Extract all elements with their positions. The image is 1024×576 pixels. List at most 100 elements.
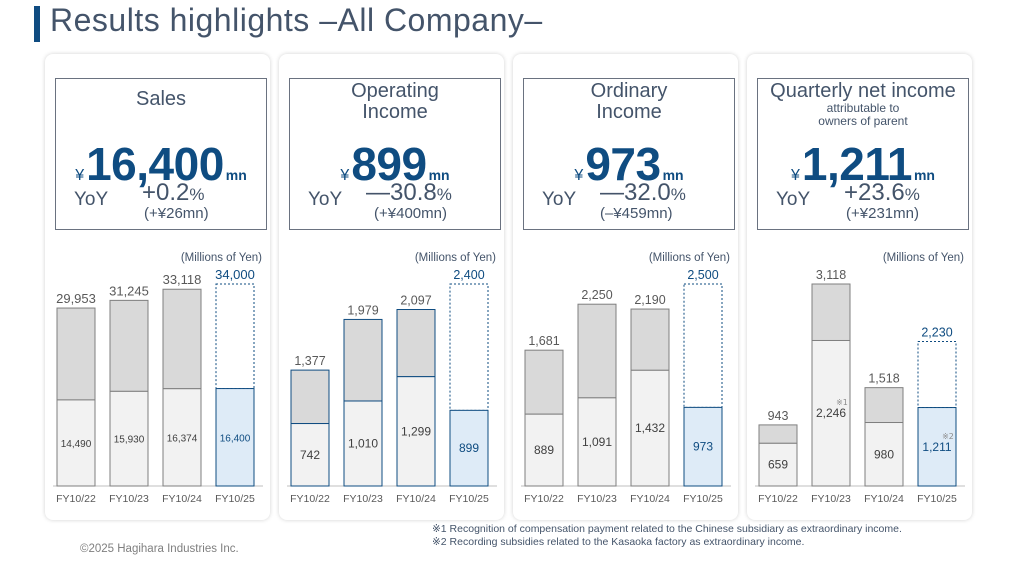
yoy-label: YoY xyxy=(308,189,343,210)
total-value-label: 943 xyxy=(768,409,789,423)
yoy-percent: —32.0% xyxy=(600,179,686,207)
yoy-label: YoY xyxy=(542,189,577,210)
kpi-unit: mn xyxy=(913,167,935,183)
kpi-box: Quarterly net income attributable to owner… xyxy=(757,78,969,230)
yoy-percent-sign: % xyxy=(189,185,205,204)
full-year-bar xyxy=(917,341,957,409)
title-accent-bar xyxy=(34,6,40,42)
ytd-bar xyxy=(449,409,489,487)
kpi-heading: Ordinary Income xyxy=(524,81,734,123)
yoy-percent: —30.8% xyxy=(366,179,452,207)
kpi-value: ¥16,400 mn xyxy=(56,137,266,191)
ytd-value-label: 973 xyxy=(693,440,713,454)
yoy-percent-sign: % xyxy=(670,185,686,204)
full-year-bar xyxy=(811,283,851,341)
yoy-percent-value: —30.8 xyxy=(366,179,437,206)
kpi-title-line: Ordinary xyxy=(590,80,668,102)
kpi-heading: Quarterly net income attributable to owner… xyxy=(758,81,968,128)
currency-symbol: ¥ xyxy=(791,167,800,184)
yoy-percent-value: +0.2 xyxy=(142,179,190,206)
ytd-bar xyxy=(864,422,904,487)
ytd-bar xyxy=(811,339,851,487)
category-label: FY10/24 xyxy=(162,493,202,505)
full-year-bar xyxy=(864,387,904,424)
footnote-marker: ※1 xyxy=(836,398,848,407)
category-label: FY10/25 xyxy=(917,493,957,505)
category-label: FY10/25 xyxy=(683,493,723,505)
ytd-bar xyxy=(758,442,798,487)
total-value-label: 1,518 xyxy=(868,372,899,386)
ytd-bar xyxy=(343,400,383,487)
ytd-bar xyxy=(917,407,957,487)
yoy-percent: +23.6% xyxy=(844,179,920,207)
ytd-value-label: 659 xyxy=(768,458,788,472)
kpi-number: 899 xyxy=(351,138,427,190)
bar-chart: 1,377 742 FY10/22 1,979 1,010 FY10/23 2,097 1,2… xyxy=(287,268,497,505)
full-year-bar xyxy=(109,299,149,392)
kpi-number: 16,400 xyxy=(86,138,224,190)
ytd-bar xyxy=(56,399,96,487)
kpi-value: ¥1,211 mn xyxy=(758,137,968,191)
full-year-bar xyxy=(524,349,564,415)
ytd-value-label: 14,490 xyxy=(61,439,92,450)
total-value-label: 3,118 xyxy=(816,268,846,282)
yoy-amount: (–¥459mn) xyxy=(600,205,673,222)
ytd-bar xyxy=(524,413,564,487)
total-value-label: 31,245 xyxy=(109,283,149,298)
kpi-title-line: Sales xyxy=(135,88,187,110)
footnote-marker: ※2 xyxy=(942,432,954,441)
ytd-bar xyxy=(290,423,330,487)
yoy-percent-value: +23.6 xyxy=(844,179,905,206)
ytd-value-label: 1,211 xyxy=(922,440,951,454)
copyright: ©2025 Hagihara Industries Inc. xyxy=(80,543,239,555)
currency-symbol: ¥ xyxy=(75,167,85,184)
yoy-percent-sign: % xyxy=(904,185,920,204)
category-label: FY10/23 xyxy=(109,493,149,505)
total-value-label: 2,230 xyxy=(921,326,952,340)
total-value-label: 1,681 xyxy=(528,334,559,348)
yoy-percent-value: —32.0 xyxy=(600,179,671,206)
full-year-bar xyxy=(449,283,489,411)
total-value-label: 2,250 xyxy=(581,288,612,302)
ytd-value-label: 16,400 xyxy=(220,433,251,444)
kpi-unit: mn xyxy=(428,167,450,183)
ytd-bar xyxy=(396,376,436,487)
units-label: (Millions of Yen) xyxy=(648,252,730,264)
kpi-panel-3: Ordinary Income ¥973 mn YoY —32.0% (–¥459mn) (M… xyxy=(513,54,738,520)
ytd-value-label: 742 xyxy=(300,448,320,462)
ytd-value-label: 16,374 xyxy=(167,433,198,444)
full-year-bar xyxy=(56,307,96,401)
yoy-percent: +0.2% xyxy=(142,179,205,207)
kpi-title-line: Operating xyxy=(351,80,439,102)
units-label: (Millions of Yen) xyxy=(180,252,262,264)
kpi-panel-1: Sales ¥16,400 mn YoY +0.2% (+¥26mn) (Millions … xyxy=(45,54,270,520)
kpi-panel-2: Operating Income ¥899 mn YoY —30.8% (+¥400mn)(… xyxy=(279,54,504,520)
yoy-amount: (+¥26mn) xyxy=(144,205,209,222)
category-label: FY10/23 xyxy=(811,493,851,505)
full-year-bar xyxy=(683,283,723,408)
category-label: FY10/24 xyxy=(864,493,904,505)
units-label: (Millions of Yen) xyxy=(882,252,964,264)
total-value-label: 29,953 xyxy=(56,291,96,306)
ytd-bar xyxy=(630,369,670,487)
yoy-amount: (+¥231mn) xyxy=(846,205,919,222)
kpi-value: ¥899 mn xyxy=(290,137,500,191)
full-year-bar xyxy=(343,318,383,402)
bar-chart: 943 659 FY10/22 3,118 2,246※1 FY10/23 1,518 980… xyxy=(755,268,965,505)
ytd-value-label: 899 xyxy=(459,441,479,455)
footnote-1: ※1 Recognition of compensation payment r… xyxy=(432,523,902,535)
total-value-label: 33,118 xyxy=(163,272,202,287)
ytd-value-label: 1,010 xyxy=(348,436,378,450)
ytd-bar xyxy=(683,406,723,487)
kpi-box: Ordinary Income ¥973 mn YoY —32.0% (–¥459mn) xyxy=(523,78,735,230)
ytd-bar xyxy=(215,388,255,487)
ytd-bar xyxy=(109,390,149,487)
ytd-value-label: 980 xyxy=(874,447,894,461)
ytd-value-label: 15,930 xyxy=(114,435,145,446)
currency-symbol: ¥ xyxy=(340,167,350,184)
category-label: FY10/22 xyxy=(524,493,564,505)
total-value-label: 1,377 xyxy=(294,354,325,368)
kpi-subtitle-line: attributable to xyxy=(826,101,900,115)
ytd-value-label: 1,091 xyxy=(582,435,612,449)
full-year-bar xyxy=(162,288,202,390)
